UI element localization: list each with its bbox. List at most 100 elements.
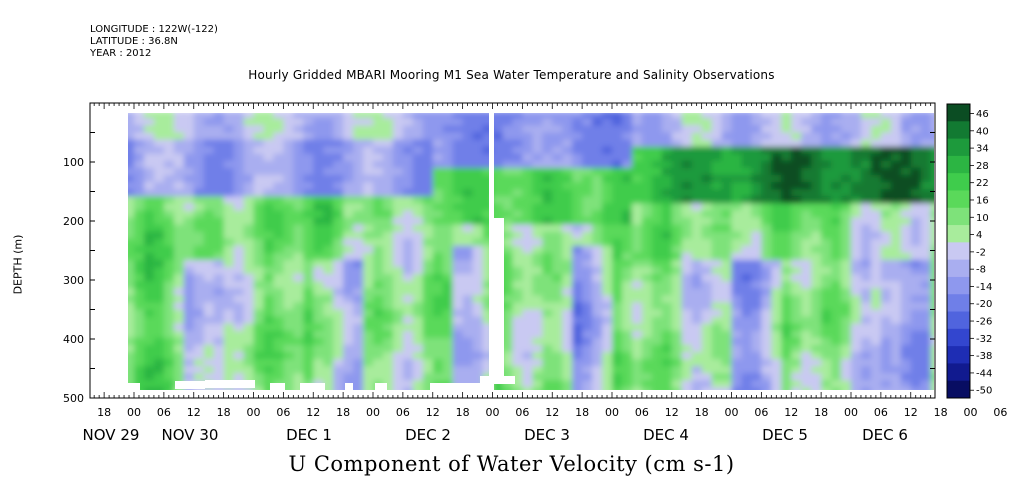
heatmap-cell [153,189,165,198]
heatmap-cell [333,217,345,226]
heatmap-cell [333,132,345,141]
heatmap-cell [343,295,355,304]
heatmap-cell [293,302,305,311]
heatmap-cell [890,167,902,176]
heatmap-cell [193,302,205,311]
heatmap-cell [223,167,235,176]
heatmap-cell [333,351,345,361]
heatmap-cell [303,160,315,169]
heatmap-cell [173,267,185,276]
heatmap-cell [203,316,215,325]
heatmap-cell [193,267,205,276]
heatmap-cell [631,125,643,134]
colorbar-swatch [947,138,970,157]
heatmap-cell [402,182,414,191]
heatmap-cell [243,337,255,346]
colorbar-level-label: 16 [976,195,989,206]
heatmap-cell [442,344,454,353]
heatmap-cell [422,196,434,205]
heatmap-cell [283,316,295,325]
heatmap-cell [462,344,474,353]
heatmap-cell [821,132,833,141]
heatmap-cell [582,153,594,162]
heatmap-cell [801,146,813,155]
heatmap-cell [771,387,783,390]
heatmap-cell [781,259,793,269]
heatmap-cell [532,323,544,332]
heatmap-cell [711,316,723,325]
heatmap-cell [432,118,444,127]
heatmap-cell [691,113,703,120]
heatmap-cell [651,189,663,198]
heatmap-cell [233,309,245,318]
heatmap-cell [512,139,524,148]
heatmap-cell [472,267,484,276]
heatmap-cell [273,366,285,375]
heatmap-cell [811,160,823,169]
heatmap-cell [920,323,932,332]
heatmap-cell [283,174,295,184]
heatmap-cell [641,295,653,304]
heatmap-cell [134,274,145,283]
heatmap-cell [572,210,584,219]
heatmap-cell [791,210,803,219]
heatmap-cell [452,295,464,304]
heatmap-cell [831,373,843,382]
heatmap-cell [851,189,862,198]
heatmap-cell [193,309,205,318]
heatmap-cell [532,359,544,368]
heatmap-cell [522,174,534,184]
heatmap-cell [313,224,325,233]
heatmap-cell [851,174,862,184]
heatmap-cell [253,132,265,141]
heatmap-cell [472,189,484,198]
heatmap-cell [711,309,723,318]
heatmap-cell [128,182,135,191]
heatmap-cell [392,125,404,134]
heatmap-cell [900,323,912,332]
heatmap-cell [681,281,693,290]
heatmap-cell [253,309,265,318]
heatmap-cell [333,295,345,304]
heatmap-cell [791,344,803,353]
heatmap-cell [880,274,892,283]
x-tick-label: 06 [993,406,1007,419]
heatmap-cell [552,160,564,169]
heatmap-cell [134,174,145,184]
heatmap-cell [173,351,185,361]
heatmap-cell [930,203,934,212]
heatmap-cell [821,267,833,276]
heatmap-cell [681,196,693,205]
heatmap-cell [522,245,534,254]
heatmap-cell [552,295,564,304]
heatmap-cell [153,316,165,325]
heatmap-cell [482,203,494,212]
heatmap-cell [900,224,912,233]
heatmap-cell [681,231,693,240]
heatmap-cell [263,373,275,382]
heatmap-cell [263,217,275,226]
chart-title: Hourly Gridded MBARI Mooring M1 Sea Wate… [0,68,1009,82]
heatmap-cell [482,210,494,219]
heatmap-cell [183,146,195,155]
x-day-label: DEC 3 [524,426,570,444]
heatmap-cell [323,359,335,368]
heatmap-cell [801,231,813,240]
heatmap-cell [173,113,185,120]
heatmap-cell [373,309,384,318]
heatmap-cells [128,113,934,390]
heatmap-cell [621,323,633,332]
heatmap-cell [263,344,275,353]
heatmap-cell [771,380,783,389]
heatmap-cell [612,309,623,318]
heatmap-cell [402,153,414,162]
heatmap-cell [811,373,823,382]
heatmap-cell [621,380,633,389]
heatmap-cell [253,113,265,120]
heatmap-cell [831,118,843,127]
heatmap-cell [562,373,574,382]
heatmap-cell [128,373,135,382]
heatmap-cell [900,373,912,382]
heatmap-cell [791,330,803,339]
heatmap-cell [641,281,653,290]
